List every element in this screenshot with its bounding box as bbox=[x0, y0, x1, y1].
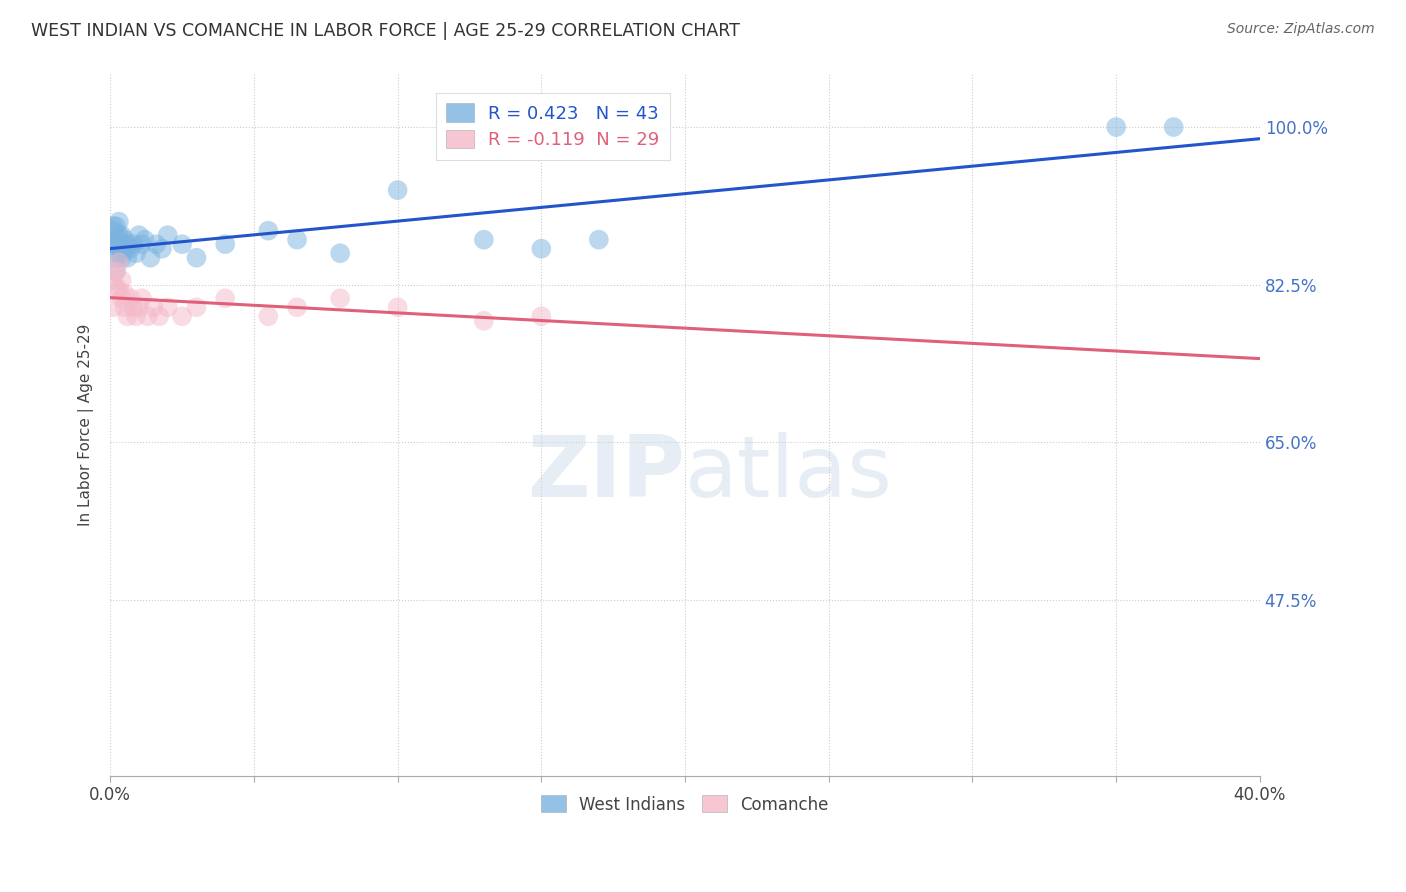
Point bbox=[122, 300, 145, 314]
Point bbox=[114, 233, 136, 247]
Point bbox=[156, 228, 179, 243]
Text: atlas: atlas bbox=[685, 432, 893, 515]
Point bbox=[285, 233, 308, 247]
Point bbox=[111, 237, 134, 252]
Point bbox=[387, 183, 409, 197]
Point bbox=[145, 237, 167, 252]
Point bbox=[117, 251, 139, 265]
Point bbox=[285, 300, 308, 314]
Legend: West Indians, Comanche: West Indians, Comanche bbox=[534, 789, 835, 821]
Point bbox=[128, 228, 150, 243]
Point bbox=[114, 300, 136, 314]
Point bbox=[329, 291, 352, 305]
Point bbox=[120, 291, 142, 305]
Point bbox=[104, 251, 127, 265]
Point bbox=[104, 219, 127, 234]
Point bbox=[111, 251, 134, 265]
Point bbox=[134, 233, 156, 247]
Point bbox=[101, 224, 124, 238]
Point bbox=[101, 219, 124, 234]
Point bbox=[136, 310, 159, 324]
Point bbox=[530, 310, 553, 324]
Point bbox=[139, 251, 162, 265]
Point bbox=[172, 237, 194, 252]
Point bbox=[1105, 120, 1128, 134]
Point bbox=[108, 282, 131, 296]
Point bbox=[142, 300, 165, 314]
Point bbox=[111, 273, 134, 287]
Point bbox=[108, 214, 131, 228]
Point bbox=[472, 233, 495, 247]
Point bbox=[387, 300, 409, 314]
Point bbox=[472, 314, 495, 328]
Point bbox=[128, 300, 150, 314]
Point bbox=[1163, 120, 1185, 134]
Point bbox=[150, 242, 173, 256]
Y-axis label: In Labor Force | Age 25-29: In Labor Force | Age 25-29 bbox=[79, 323, 94, 525]
Point bbox=[530, 242, 553, 256]
Point bbox=[186, 251, 208, 265]
Text: ZIP: ZIP bbox=[527, 432, 685, 515]
Point bbox=[117, 310, 139, 324]
Text: Source: ZipAtlas.com: Source: ZipAtlas.com bbox=[1227, 22, 1375, 37]
Point bbox=[186, 300, 208, 314]
Point bbox=[214, 291, 236, 305]
Point bbox=[104, 282, 127, 296]
Point bbox=[214, 237, 236, 252]
Point bbox=[108, 233, 131, 247]
Point bbox=[125, 246, 148, 260]
Point bbox=[329, 246, 352, 260]
Point bbox=[104, 246, 127, 260]
Point bbox=[101, 233, 124, 247]
Point bbox=[120, 242, 142, 256]
Point bbox=[111, 291, 134, 305]
Point bbox=[125, 310, 148, 324]
Point bbox=[104, 237, 127, 252]
Point bbox=[131, 237, 153, 252]
Point bbox=[131, 291, 153, 305]
Point bbox=[114, 242, 136, 256]
Point bbox=[101, 237, 124, 252]
Point bbox=[101, 300, 124, 314]
Point bbox=[114, 286, 136, 301]
Point bbox=[588, 233, 610, 247]
Point bbox=[257, 310, 280, 324]
Point bbox=[101, 273, 124, 287]
Point bbox=[148, 310, 170, 324]
Point bbox=[104, 264, 127, 278]
Point bbox=[156, 300, 179, 314]
Point bbox=[122, 237, 145, 252]
Point bbox=[104, 264, 127, 278]
Point bbox=[111, 246, 134, 260]
Point bbox=[117, 237, 139, 252]
Point bbox=[257, 224, 280, 238]
Point bbox=[108, 228, 131, 243]
Point bbox=[111, 228, 134, 243]
Point bbox=[108, 237, 131, 252]
Text: WEST INDIAN VS COMANCHE IN LABOR FORCE | AGE 25-29 CORRELATION CHART: WEST INDIAN VS COMANCHE IN LABOR FORCE |… bbox=[31, 22, 740, 40]
Point bbox=[108, 255, 131, 269]
Point bbox=[172, 310, 194, 324]
